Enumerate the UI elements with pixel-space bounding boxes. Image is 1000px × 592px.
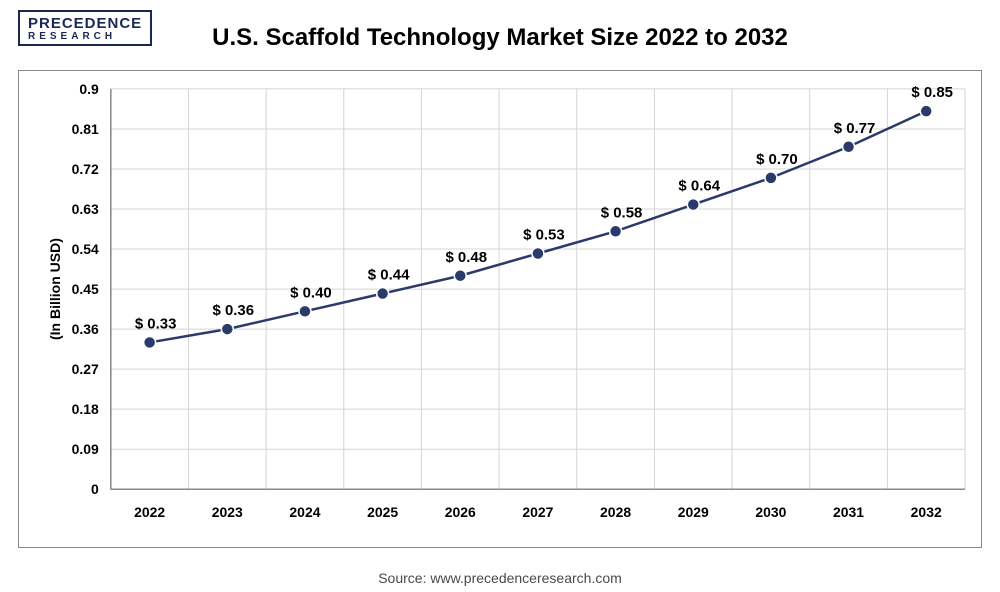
data-label: $ 0.70 [756,151,798,168]
x-tick-label: 2027 [522,504,553,520]
data-point [532,248,544,260]
y-tick-label: 0.81 [72,121,99,137]
x-tick-label: 2032 [911,504,942,520]
data-label: $ 0.85 [911,84,953,101]
x-tick-label: 2029 [678,504,709,520]
data-point [687,199,699,211]
y-tick-label: 0.09 [72,441,99,457]
x-tick-label: 2031 [833,504,864,520]
y-tick-label: 0.36 [72,321,99,337]
x-tick-label: 2022 [134,504,165,520]
data-label: $ 0.40 [290,284,332,301]
data-point [843,141,855,153]
data-point [610,225,622,237]
y-tick-label: 0.18 [72,401,99,417]
x-tick-label: 2030 [755,504,786,520]
y-tick-label: 0.54 [72,241,99,257]
chart-frame: 0 0.09 0.18 0.27 0.36 0.45 0.54 0.63 0.72 0.81 0.9… [18,70,982,548]
data-label: $ 0.53 [523,227,565,244]
x-tick-label: 2025 [367,504,398,520]
data-label: $ 0.36 [212,302,254,319]
data-point [377,288,389,300]
data-label: $ 0.33 [135,316,177,333]
y-tick-label: 0.27 [72,361,99,377]
data-label: $ 0.48 [445,249,487,266]
x-tick-label: 2028 [600,504,631,520]
data-point [299,305,311,317]
x-tick-label: 2026 [445,504,476,520]
data-label: $ 0.64 [678,178,720,195]
y-tick-label: 0.45 [72,281,99,297]
data-point [221,323,233,335]
y-axis-label: (In Billion USD) [47,238,63,340]
y-tick-label: 0.9 [79,81,99,97]
source-text: Source: www.precedenceresearch.com [0,570,1000,586]
data-label: $ 0.58 [601,204,643,221]
x-tick-label: 2024 [289,504,320,520]
chart-svg: 0 0.09 0.18 0.27 0.36 0.45 0.54 0.63 0.72 0.81 0.9… [19,71,981,547]
y-tick-label: 0.63 [72,201,99,217]
data-point [920,105,932,117]
chart-title: U.S. Scaffold Technology Market Size 202… [0,24,1000,52]
x-tick-label: 2023 [212,504,243,520]
data-point [144,336,156,348]
y-tick-label: 0 [91,481,99,497]
data-point [454,270,466,282]
data-label: $ 0.44 [368,267,410,284]
y-tick-label: 0.72 [72,161,99,177]
data-point [765,172,777,184]
data-label: $ 0.77 [834,120,876,137]
